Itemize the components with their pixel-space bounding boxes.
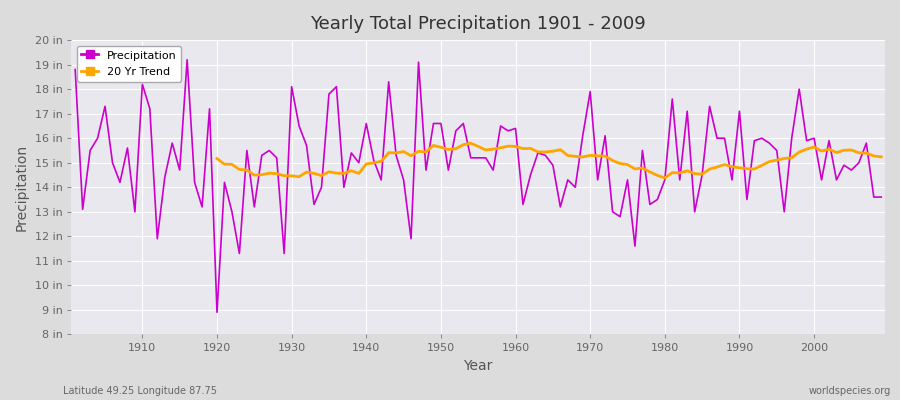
- X-axis label: Year: Year: [464, 359, 493, 373]
- Title: Yearly Total Precipitation 1901 - 2009: Yearly Total Precipitation 1901 - 2009: [310, 15, 646, 33]
- Text: Latitude 49.25 Longitude 87.75: Latitude 49.25 Longitude 87.75: [63, 386, 217, 396]
- Y-axis label: Precipitation: Precipitation: [15, 144, 29, 231]
- Legend: Precipitation, 20 Yr Trend: Precipitation, 20 Yr Trend: [77, 46, 181, 82]
- Text: worldspecies.org: worldspecies.org: [809, 386, 891, 396]
